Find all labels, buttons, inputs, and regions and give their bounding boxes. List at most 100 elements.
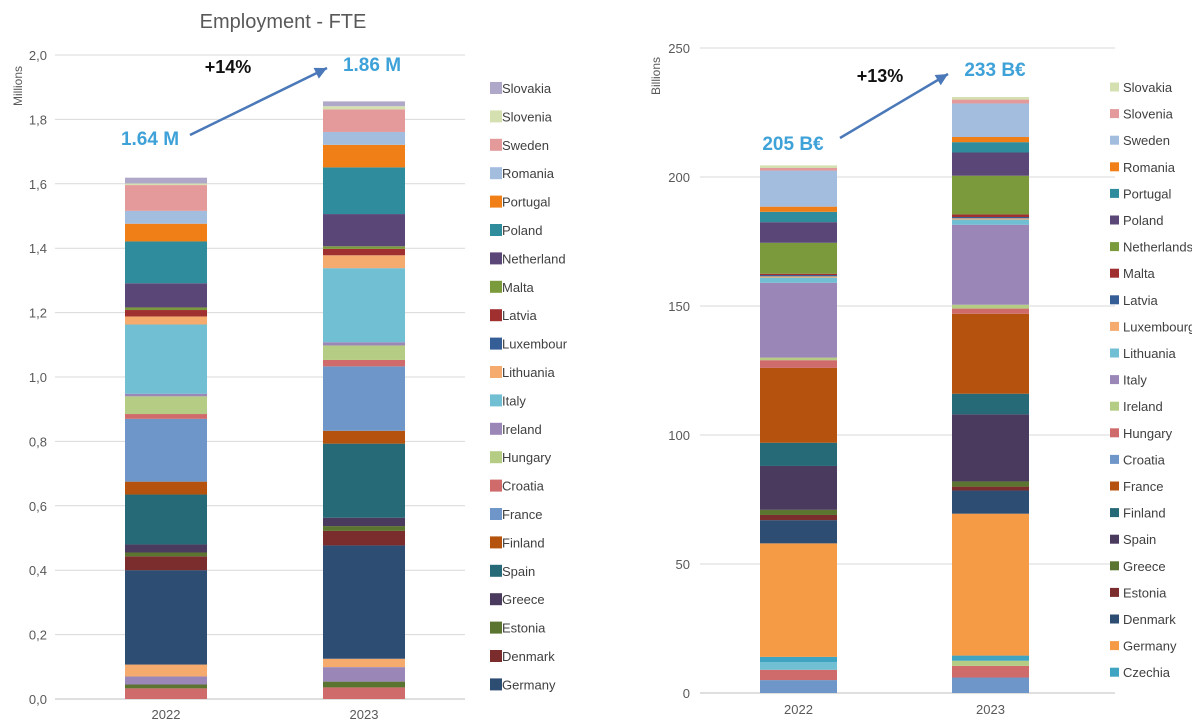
y-tick-label: 0,2 <box>29 628 47 643</box>
legend-swatch <box>1110 82 1119 92</box>
legend-swatch <box>490 451 502 464</box>
bar-segment-hungary-2022 <box>760 669 837 681</box>
legend-swatch <box>490 650 502 662</box>
legend-item-estonia: Estonia <box>502 621 546 636</box>
x-tick-label: 2023 <box>976 702 1005 717</box>
legend-item-greece: Greece <box>502 592 545 607</box>
growth-arrow <box>189 66 328 137</box>
legend-swatch <box>490 309 502 322</box>
legend-swatch <box>490 224 502 236</box>
legend-item-slovenia: Slovenia <box>1123 107 1174 122</box>
bar-segment-italy-2023 <box>323 268 405 343</box>
total-label-2023: 233 B€ <box>964 60 1026 81</box>
bar-segment-malta-2022 <box>760 273 837 276</box>
bar-segment-estonia-2023 <box>323 526 405 531</box>
bar-segment-malta-2023 <box>952 214 1029 217</box>
legend-swatch <box>490 593 502 606</box>
growth-label: +14% <box>205 57 252 77</box>
y-tick-label: 150 <box>668 299 690 314</box>
legend-item-sweden: Sweden <box>502 138 549 153</box>
legend-item-denmark: Denmark <box>502 649 555 664</box>
legend-item-poland: Poland <box>502 223 542 238</box>
legend-item-latvia: Latvia <box>1123 293 1158 308</box>
bar-segment-latvia-2022 <box>760 275 837 277</box>
legend-swatch <box>1110 614 1119 624</box>
bar-segment-croatia-2023 <box>952 677 1029 693</box>
legend-swatch <box>490 678 502 691</box>
bar-segment-lithuania-2022 <box>125 316 207 325</box>
legend-swatch <box>490 621 502 634</box>
bar-segment-germany-2023 <box>323 545 405 659</box>
bar-segment-italy-2023 <box>952 224 1029 305</box>
bar-segment-romania-2022 <box>125 210 207 224</box>
y-tick-label: 250 <box>668 41 690 56</box>
bar-segment-croatia-2022 <box>125 414 207 419</box>
bar-segment-slovenia-2022 <box>760 167 837 171</box>
bar-segment-poland-2022 <box>125 241 207 284</box>
bar-segment-latvia-2022 <box>125 310 207 317</box>
bar-segment-france-2023 <box>952 313 1029 394</box>
bar-segment-france-2023 <box>323 366 405 431</box>
legend-item-hungary: Hungary <box>1123 426 1173 441</box>
legend-item-spain: Spain <box>1123 532 1156 547</box>
y-tick-label: 1,0 <box>29 370 47 385</box>
bar-segment-lithuania-2022 <box>760 662 837 670</box>
legend-item-lithuania: Lithuania <box>1123 346 1177 361</box>
bar-segment-sweden-2022 <box>125 185 207 211</box>
bar-segment-estonia-2022 <box>760 514 837 521</box>
legend-swatch <box>1110 135 1119 145</box>
legend-item-finland: Finland <box>1123 506 1166 521</box>
legend-swatch <box>1110 295 1119 305</box>
bar-segment-denmark-2022 <box>125 556 207 571</box>
legend-item-malta: Malta <box>1123 266 1156 281</box>
legend-swatch <box>1110 375 1119 385</box>
bar-segment-estonia-2022 <box>125 684 207 689</box>
legend-swatch <box>1110 508 1119 518</box>
bar-segment-greece-2023 <box>952 481 1029 487</box>
bar-segment-sweden-2023 <box>323 109 405 132</box>
legend-swatch <box>490 564 502 577</box>
legend-item-croatia: Croatia <box>1123 452 1166 467</box>
bar-segment-latvia-2023 <box>323 248 405 256</box>
legend-item-luxembourg: Luxembourg <box>1123 319 1192 334</box>
y-tick-label: 1,2 <box>29 306 47 321</box>
bar-segment-ireland-2022 <box>760 357 837 361</box>
legend-swatch <box>1110 428 1119 438</box>
legend-item-slovakia: Slovakia <box>502 81 552 96</box>
legend-swatch <box>490 252 502 265</box>
legend-item-ireland: Ireland <box>1123 399 1163 414</box>
bar-segment-portugal-2022 <box>760 211 837 223</box>
legend-swatch <box>490 110 502 123</box>
bar-segment-ireland-2023 <box>952 304 1029 309</box>
y-tick-label: 100 <box>668 428 690 443</box>
bar-segment-czechia-2022 <box>760 656 837 663</box>
bar-segment-sweden-2023 <box>952 103 1029 138</box>
y-tick-label: 0,4 <box>29 563 47 578</box>
legend-item-portugal: Portugal <box>502 195 551 210</box>
bar-segment-portugal-2023 <box>952 142 1029 153</box>
legend-swatch <box>1110 348 1119 358</box>
legend-swatch <box>1110 641 1119 651</box>
legend-item-france: France <box>1123 479 1163 494</box>
x-tick-label: 2022 <box>784 702 813 717</box>
legend-swatch <box>1110 667 1119 677</box>
legend-swatch <box>490 82 502 94</box>
bar-segment-malta-2022 <box>125 307 207 311</box>
legend-item-italy: Italy <box>502 393 526 408</box>
legend-swatch <box>490 422 502 435</box>
legend-swatch <box>1110 587 1119 597</box>
bar-segment-portugal-2023 <box>323 144 405 168</box>
legend-item-greece: Greece <box>1123 559 1166 574</box>
legend-item-croatia: Croatia <box>502 479 545 494</box>
total-label-2022: 205 B€ <box>762 134 824 155</box>
bar-segment-italy-2022 <box>125 324 207 394</box>
bar-segment-spain-2022 <box>760 465 837 510</box>
legend-item-slovenia: Slovenia <box>502 109 553 124</box>
legend-item-czechia: Czechia <box>1123 665 1171 680</box>
bar-segment-lithuania-2022 <box>760 277 837 283</box>
y-axis-label: Millions <box>11 66 25 106</box>
legend-swatch <box>1110 561 1119 571</box>
bar-segment-croatia-2022 <box>125 688 207 699</box>
bar-segment-estonia-2023 <box>952 486 1029 491</box>
bar-segment-latvia-2023 <box>952 216 1029 219</box>
